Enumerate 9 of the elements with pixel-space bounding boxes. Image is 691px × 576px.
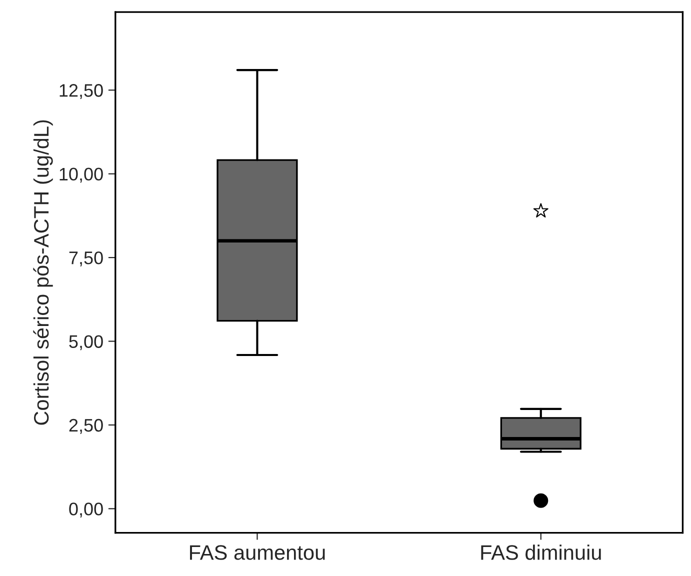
y-tick-label: 12,50 xyxy=(60,84,103,99)
y-tick-label: 5,00 xyxy=(69,335,103,350)
y-tick-label: 0,00 xyxy=(69,502,103,518)
y-tick-label: 7,50 xyxy=(69,251,103,266)
x-tick-label: FAS aumentou xyxy=(190,545,325,560)
y-axis-title: Cortisol sérico pós-ACTH (ug/dL) xyxy=(33,120,53,425)
x-tick-label: FAS diminuiu xyxy=(481,544,601,560)
y-tick-label: 2,50 xyxy=(69,418,103,434)
y-tick-label: 10,00 xyxy=(60,168,103,183)
